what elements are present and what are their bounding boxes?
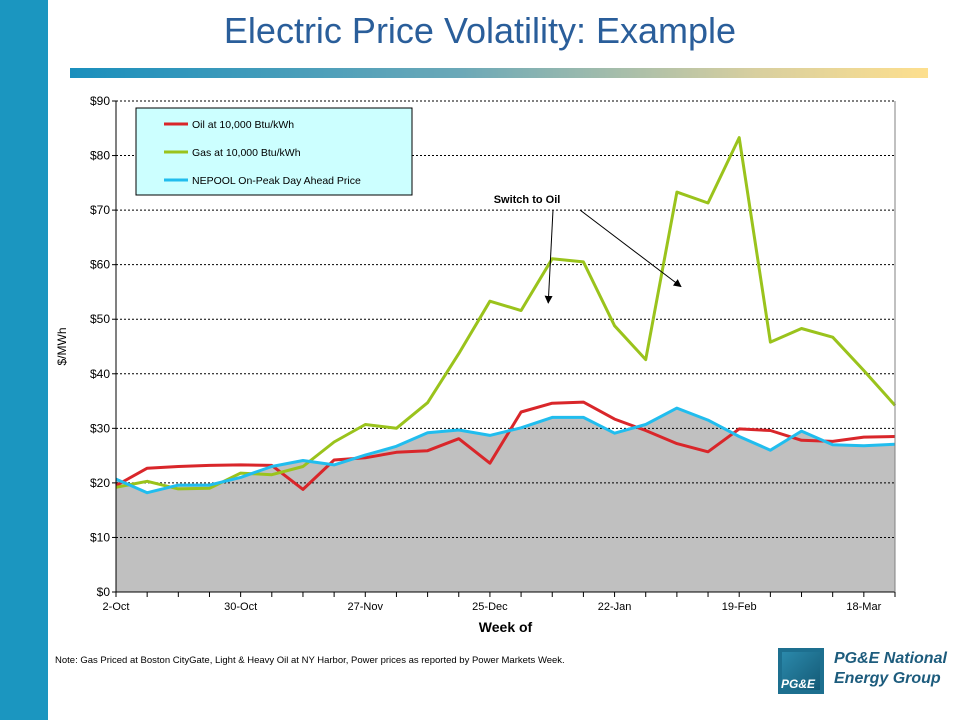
series-line-gas [115,136,897,491]
y-tick-label: $90 [90,94,110,108]
price-chart: $0 $10 $20 $30 $40 $50 $60 $70 $80 $90 2-Oct 30-Oct… [55,94,897,635]
logo-text-line2: Energy Group [834,670,941,687]
title-underline [70,68,928,78]
x-tick-label: 18-Mar [846,601,881,613]
series-line-nepool [115,406,896,495]
x-tick-label: 25-Dec [472,601,508,613]
y-tick-label: $0 [97,585,111,599]
series-lines [115,136,897,495]
x-tick-label: 22-Jan [598,601,632,613]
y-tick-label: $50 [90,312,110,326]
y-tick-label: $20 [90,476,110,490]
y-tick-label: $70 [90,203,110,217]
y-tick-label: $30 [90,421,110,435]
footnote: Note: Gas Priced at Boston CityGate, Lig… [55,655,565,666]
legend-label: NEPOOL On-Peak Day Ahead Price [192,175,361,187]
x-tick-label: 27-Nov [348,601,384,613]
company-logo: PG&E PG&E National Energy Group [778,648,948,694]
axes [112,100,896,597]
annotation-arrow [579,209,682,288]
y-tick-label: $60 [90,258,110,272]
legend: Oil at 10,000 Btu/kWh Gas at 10,000 Btu/k… [135,107,413,196]
series-line-oil [115,400,896,491]
x-tick-label: 30-Oct [224,601,257,613]
logo-text-line1: PG&E National [834,650,947,667]
gridlines [116,100,895,538]
x-tick-label: 19-Feb [722,601,757,613]
legend-label: Gas at 10,000 Btu/kWh [192,147,301,159]
slide-title: Electric Price Volatility: Example [223,10,737,51]
side-accent-bar [0,0,48,720]
legend-label: Oil at 10,000 Btu/kWh [192,119,294,131]
nepool-area [116,408,895,592]
y-tick-label: $80 [90,149,110,163]
y-axis-label: $/MWh [55,327,69,365]
y-tick-label: $10 [90,530,110,544]
x-axis-label: Week of [479,619,533,635]
tick-labels: $0 $10 $20 $30 $40 $50 $60 $70 $80 $90 2-Oct 30-Oct… [90,94,882,613]
nepool-area-fill [116,408,895,592]
y-tick-label: $40 [90,367,110,381]
annotation-arrow [544,209,554,304]
annotation-switch-to-oil: Switch to Oil [494,194,561,206]
x-tick-label: 2-Oct [103,601,130,613]
logo-mark: PG&E [778,648,824,694]
logo-mark-text: PG&E [781,677,816,691]
annotation: Switch to Oil [494,194,682,304]
